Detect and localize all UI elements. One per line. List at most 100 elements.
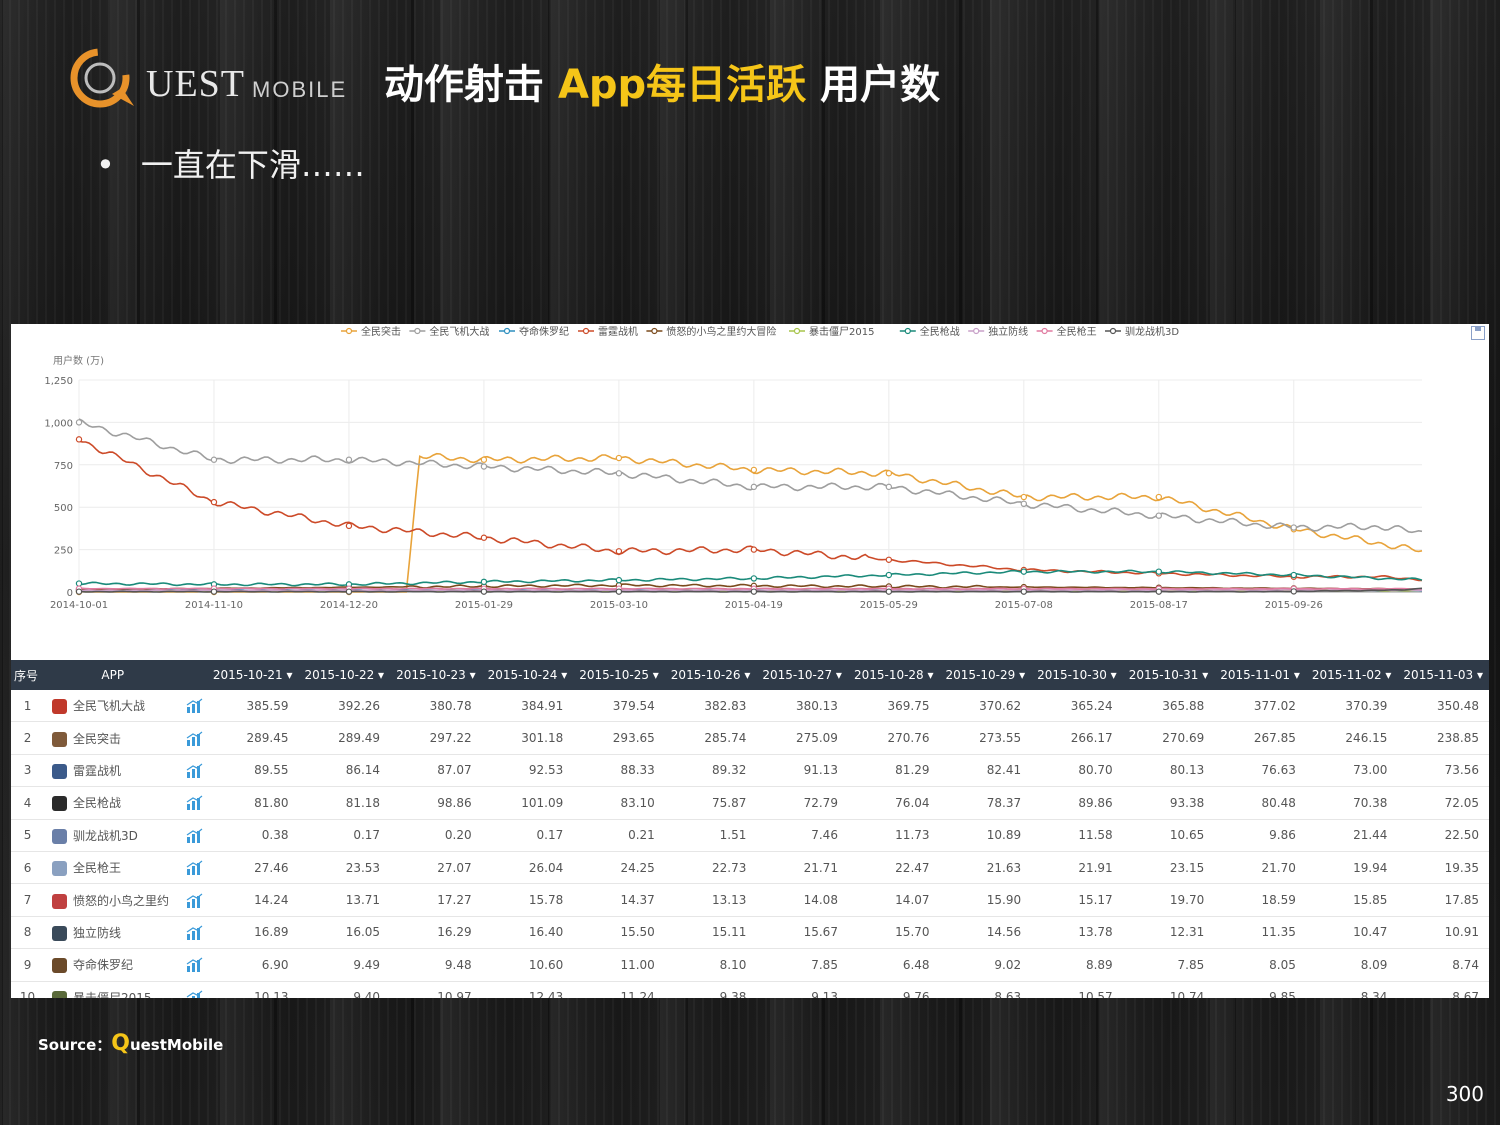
series-line xyxy=(78,418,1423,534)
header-date[interactable]: 2015-11-03 ▾ xyxy=(1403,668,1483,682)
value-cell: 19.35 xyxy=(1397,851,1489,885)
trend-chart-icon-cell[interactable] xyxy=(181,981,207,998)
value-cell: 7.85 xyxy=(756,948,848,982)
header-date[interactable]: 2015-10-25 ▾ xyxy=(579,668,659,682)
value-cell: 6.90 xyxy=(206,948,299,982)
trend-chart-icon-cell[interactable] xyxy=(181,721,207,755)
header-date[interactable]: 2015-10-27 ▾ xyxy=(762,668,842,682)
series-marker xyxy=(885,571,893,579)
slide-title: 动作射击 App每日活跃 用户数 xyxy=(384,52,940,110)
app-icon xyxy=(52,893,68,909)
value-cell: 0.17 xyxy=(298,819,391,852)
value-cell: 27.46 xyxy=(206,851,299,885)
trend-chart-icon-cell[interactable] xyxy=(181,690,207,723)
header-date[interactable]: 2015-10-26 ▾ xyxy=(670,668,751,682)
series-line xyxy=(79,587,1423,590)
bar-chart-icon[interactable] xyxy=(186,957,203,973)
value-cell: 98.86 xyxy=(390,786,482,820)
header-date[interactable]: 2015-10-29 ▾ xyxy=(945,668,1026,682)
legend-marker xyxy=(345,327,353,335)
bar-chart-icon[interactable] xyxy=(186,893,203,908)
table-row: 4 全民枪战 81.80 81.18 98.86 101.09 83.10 75.87 72.7… xyxy=(11,786,1489,820)
bar-chart-icon[interactable] xyxy=(186,925,203,940)
series-marker xyxy=(1290,571,1297,579)
trend-chart-icon-cell[interactable] xyxy=(181,916,207,950)
bar-chart-icon[interactable] xyxy=(186,763,203,778)
value-cell: 385.59 xyxy=(206,690,299,723)
header-date[interactable]: 2015-10-21 ▾ xyxy=(212,668,293,682)
header-date[interactable]: 2015-10-23 ▾ xyxy=(396,668,476,682)
value-cell: 21.91 xyxy=(1031,851,1123,885)
header-date[interactable]: 2015-10-22 ▾ xyxy=(304,668,385,682)
header-date[interactable]: 2015-10-24 ▾ xyxy=(487,668,568,682)
app-cell: 雷霆战机 xyxy=(44,754,182,788)
app-name: 全民枪王 xyxy=(73,861,122,876)
trend-chart-icon-cell[interactable] xyxy=(181,948,207,982)
series-marker xyxy=(210,498,218,506)
value-cell: 14.24 xyxy=(206,883,299,917)
value-cell: 11.00 xyxy=(573,948,665,982)
value-cell: 266.17 xyxy=(1031,721,1123,755)
legend-marker xyxy=(793,327,801,335)
row-number: 10 xyxy=(11,981,45,998)
table-row: 7 愤怒的小鸟之里约 14.24 13.71 17.27 15.78 14.37 13.13 1… xyxy=(11,883,1489,917)
value-cell: 24.25 xyxy=(573,851,665,885)
header-date[interactable]: 2015-11-01 ▾ xyxy=(1220,668,1300,682)
trend-chart-icon-cell[interactable] xyxy=(181,819,207,852)
series-marker xyxy=(885,470,893,477)
legend-label: 全民枪战 xyxy=(920,325,960,338)
bar-chart-icon[interactable] xyxy=(186,698,203,714)
app-name: 雷霆战机 xyxy=(73,763,122,778)
save-icon[interactable] xyxy=(1471,326,1485,340)
series-marker xyxy=(480,588,488,595)
value-cell: 10.60 xyxy=(481,948,574,982)
bar-chart-icon[interactable] xyxy=(186,731,203,746)
title-part1: 动作射击 xyxy=(384,62,558,108)
value-cell: 19.70 xyxy=(1122,883,1215,917)
series-line xyxy=(78,587,1423,593)
value-cell: 81.29 xyxy=(847,754,940,788)
value-cell: 350.48 xyxy=(1397,690,1489,723)
value-cell: 88.33 xyxy=(573,754,665,788)
value-cell: 15.70 xyxy=(847,916,940,950)
bar-chart-icon[interactable] xyxy=(186,795,203,811)
legend-label: 愤怒的小鸟之里约大冒险 xyxy=(666,325,776,338)
value-cell: 78.37 xyxy=(939,786,1032,820)
legend-marker xyxy=(1041,327,1048,335)
series-marker xyxy=(615,548,623,555)
header-date[interactable]: 2015-10-31 ▾ xyxy=(1128,668,1209,682)
value-cell: 370.39 xyxy=(1305,690,1398,723)
trend-chart-icon-cell[interactable] xyxy=(181,883,207,917)
bar-chart-icon[interactable] xyxy=(186,828,203,843)
header-date[interactable]: 2015-10-28 ▾ xyxy=(853,668,934,682)
y-tick-label: 1,250 xyxy=(44,376,73,387)
header-date[interactable]: 2015-11-02 ▾ xyxy=(1311,668,1392,682)
series-marker xyxy=(480,463,488,470)
legend-marker xyxy=(651,327,658,335)
value-cell: 15.67 xyxy=(756,916,848,950)
value-cell: 8.10 xyxy=(664,948,757,982)
row-number: 1 xyxy=(11,690,45,723)
y-tick-label: 250 xyxy=(54,546,73,557)
value-cell: 10.57 xyxy=(1031,981,1123,998)
trend-chart-icon-cell[interactable] xyxy=(181,786,207,820)
bar-chart-icon[interactable] xyxy=(186,860,203,876)
value-cell: 15.90 xyxy=(939,883,1032,917)
series-marker xyxy=(615,576,623,584)
trend-chart-icon-cell[interactable] xyxy=(181,754,207,788)
value-cell: 8.05 xyxy=(1214,948,1306,982)
trend-chart-icon-cell[interactable] xyxy=(181,851,207,885)
header-date[interactable]: 2015-10-30 ▾ xyxy=(1037,668,1117,682)
bar-chart-icon[interactable] xyxy=(186,990,203,998)
series-marker xyxy=(885,556,893,563)
row-number: 9 xyxy=(11,948,45,982)
value-cell: 0.38 xyxy=(206,819,299,852)
series-marker xyxy=(1020,500,1028,508)
table-row: 5 驯龙战机3D 0.38 0.17 0.20 0.17 0.21 1.51 7.46 11.73… xyxy=(11,819,1489,852)
series-marker xyxy=(1155,493,1162,501)
table-row: 3 雷霆战机 89.55 86.14 87.07 92.53 88.33 89.32 91.13… xyxy=(11,754,1489,788)
value-cell: 73.00 xyxy=(1305,754,1398,788)
value-cell: 289.49 xyxy=(298,721,391,755)
row-number: 8 xyxy=(11,916,45,950)
header-app: APP xyxy=(101,668,125,682)
